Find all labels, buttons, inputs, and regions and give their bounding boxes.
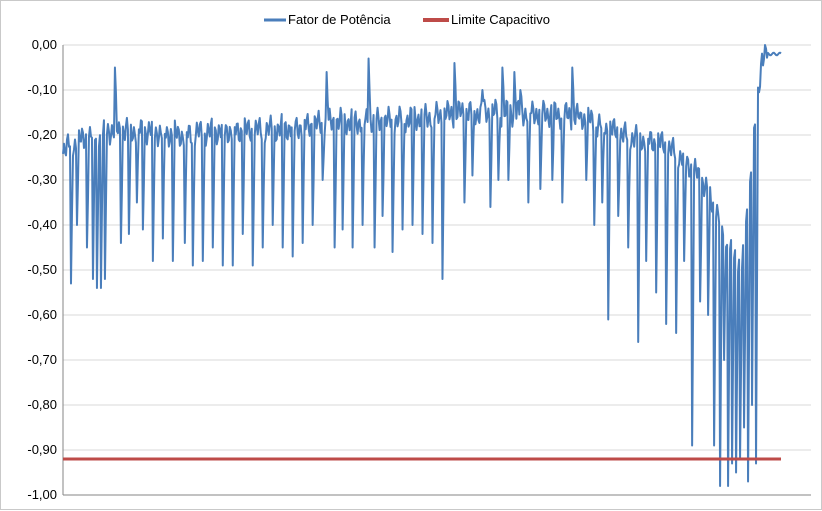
- y-tick-label: -0,50: [27, 262, 57, 277]
- series-lines: [62, 44, 782, 487]
- y-tick-label: -0,30: [27, 172, 57, 187]
- y-tick-label: -0,20: [27, 127, 57, 142]
- series-line-fator-de-potencia: [62, 44, 782, 487]
- legend-label-fator-de-potencia: Fator de Potência: [288, 12, 391, 27]
- legend: Fator de Potência Limite Capacitivo: [264, 12, 550, 27]
- y-tick-label: -0,80: [27, 397, 57, 412]
- y-tick-label: -0,40: [27, 217, 57, 232]
- y-tick-label: -1,00: [27, 487, 57, 502]
- y-tick-label: -0,70: [27, 352, 57, 367]
- y-tick-label: -0,90: [27, 442, 57, 457]
- y-tick-label: 0,00: [32, 37, 57, 52]
- y-tick-labels: 0,00 -0,10 -0,20 -0,30 -0,40 -0,50 -0,60 -0,70 -…: [27, 37, 57, 502]
- y-tick-label: -0,10: [27, 82, 57, 97]
- y-tick-label: -0,60: [27, 307, 57, 322]
- legend-label-limite-capacitivo: Limite Capacitivo: [451, 12, 550, 27]
- axes: [62, 45, 811, 496]
